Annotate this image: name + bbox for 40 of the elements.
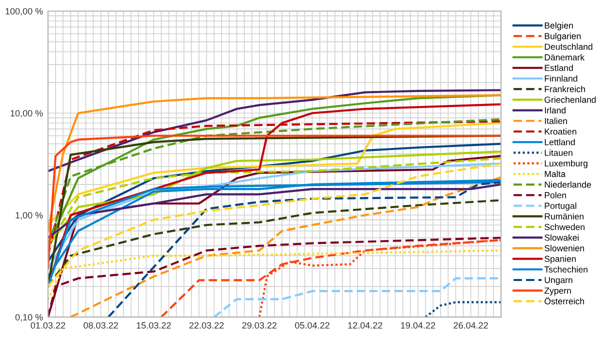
legend-label: Estland [544,64,573,72]
x-tick-label: 26.04.22 [454,322,488,329]
legend-label: Zypern [544,288,571,296]
x-tick-label: 08.03.22 [84,322,118,329]
legend-label: Irland [544,107,566,114]
x-tick-label: 22.03.22 [189,322,224,329]
legend-label: Lettland [544,138,575,146]
legend-label: Slowakei [544,234,579,241]
x-tick-label: 29.03.22 [242,322,277,329]
y-tick-label: 1,00 % [16,212,43,220]
legend-label: Griechenland [544,96,596,103]
legend-label: Niederlande [544,181,591,188]
legend-label: Malta [544,170,566,178]
legend-label: Belgien [544,22,573,30]
legend-label: Portugal [544,202,576,211]
y-tick-label: 0,10 % [15,314,43,322]
x-tick-label: 15.03.22 [136,322,171,329]
legend-label: Deutschland [544,43,592,50]
legend-label: Schweden [544,224,584,230]
legend-label: Tschechien [544,266,588,273]
legend-label: Litauen [544,149,572,156]
legend-label: Bulgarien [544,32,581,41]
legend-label: Slowenien [544,244,584,252]
legend-label: Kroatien [544,128,576,135]
y-tick-label: 10,00 % [10,110,43,118]
x-tick-label: 01.03.22 [30,322,66,329]
y-tick-label: 100,00 % [6,8,43,16]
legend-label: Rumänien [544,213,584,220]
x-tick-label: 12.04.22 [348,322,382,329]
legend-label: Italien [544,118,567,124]
legend-label: Ungarn [544,277,572,285]
x-tick-label: 05.04.22 [295,322,330,329]
legend-label: Luxemburg [544,160,588,168]
legend-label: Spanien [544,256,576,264]
legend-label: Polen [544,192,566,198]
legend-label: Dänemark [544,54,585,60]
legend-label: Finnland [544,75,578,82]
legend-label: Österreich [544,296,584,304]
x-tick-label: 19.04.22 [401,322,436,329]
legend-label: Frankreich [544,86,585,92]
